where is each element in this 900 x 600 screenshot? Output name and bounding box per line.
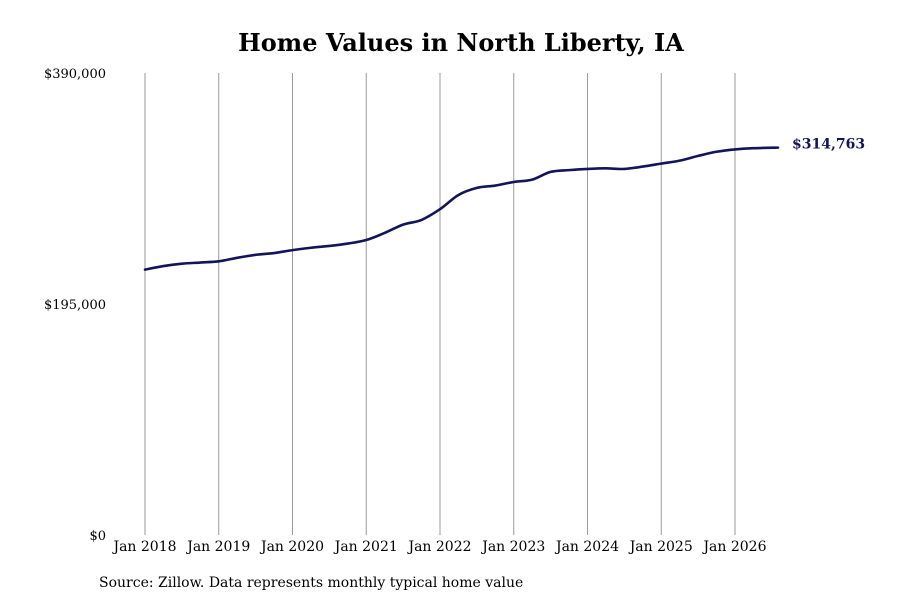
x-tick-label: Jan 2024 [554,539,619,555]
x-tick-label: Jan 2021 [333,539,398,555]
series-line-0 [143,146,780,271]
x-tick-label: Jan 2023 [480,539,545,555]
x-tick-label: Jan 2026 [701,539,766,555]
y-tick-label: $390,000 [44,67,106,82]
series-lines [143,146,780,271]
x-tick-label: Jan 2020 [259,539,324,555]
y-axis-tick-labels: $0 $195,000 $390,000 [44,67,106,544]
x-tick-label: Jan 2025 [628,539,693,555]
x-tick-label: Jan 2022 [406,539,471,555]
x-tick-label: Jan 2018 [111,539,176,555]
series-end-labels: $314,763 [792,137,865,153]
y-tick-label: $195,000 [44,298,106,313]
y-tick-label: $0 [89,529,106,544]
x-axis-tick-labels: Jan 2018 Jan 2019 Jan 2020 Jan 2021 Jan 2022… [111,539,766,555]
chart-title: Home Values in North Liberty, IA [238,28,684,57]
x-tick-label: Jan 2019 [185,539,250,555]
source-note: Source: Zillow. Data represents monthly … [99,575,523,591]
vertical-gridlines [144,73,736,535]
end-value-label: $314,763 [792,137,865,153]
